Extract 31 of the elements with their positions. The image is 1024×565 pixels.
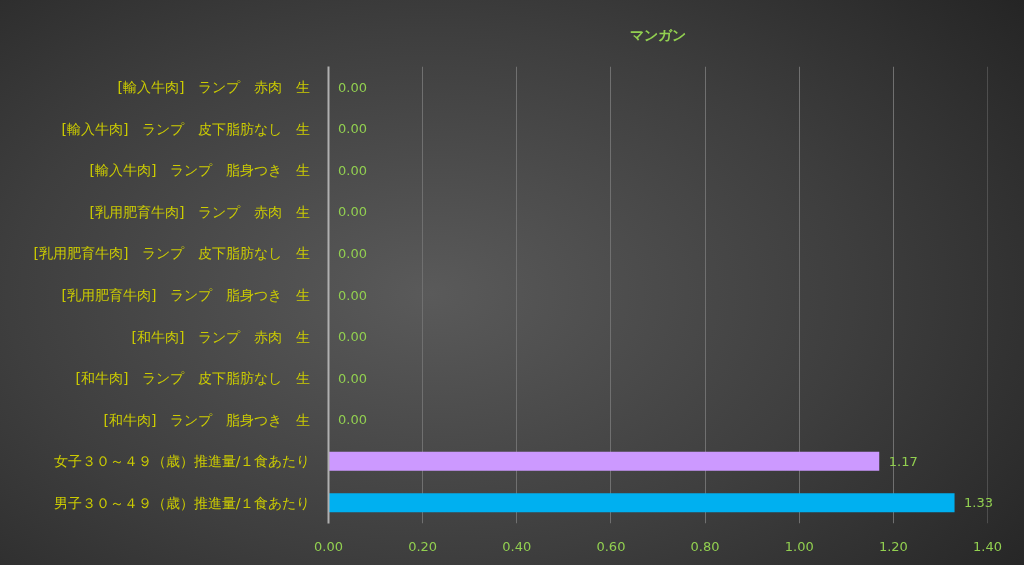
- data-label: 0.00: [338, 203, 367, 219]
- y-tick-label: [輸入牛肉] ランプ 脂身つき 生: [89, 162, 311, 179]
- data-label: 0.00: [338, 162, 367, 178]
- data-label: 1.17: [888, 453, 918, 469]
- y-tick-label: 女子３０～４９（歳）推進量/１食あたり: [53, 453, 311, 470]
- x-tick-label: 1.40: [973, 538, 1002, 554]
- data-label: 0.00: [338, 287, 367, 302]
- data-label: 0.00: [338, 120, 367, 136]
- y-tick-label: [和牛肉] ランプ 脂身つき 生: [103, 411, 311, 428]
- y-tick-label: 男子３０～４９（歳）推進量/１食あたり: [53, 494, 311, 511]
- data-label: 0.00: [338, 370, 367, 386]
- x-tick-label: 1.00: [784, 538, 814, 554]
- chart-title: マンガン: [630, 26, 686, 43]
- data-label: 0.00: [338, 79, 367, 95]
- x-tick-label: 1.20: [878, 538, 908, 554]
- y-tick-label: [乳用肥育牛肉] ランプ 赤肉 生: [89, 203, 311, 220]
- x-tick-label: 0.00: [314, 538, 343, 554]
- data-label: 0.00: [338, 328, 367, 344]
- x-tick-label: 0.20: [408, 538, 438, 554]
- x-tick-label: 0.60: [596, 538, 626, 554]
- x-tick-label: 0.80: [690, 538, 720, 554]
- y-tick-label: [輸入牛肉] ランプ 赤肉 生: [117, 79, 311, 96]
- y-tick-label: [和牛肉] ランプ 赤肉 生: [131, 328, 311, 345]
- y-tick-label: [和牛肉] ランプ 皮下脂肪なし 生: [75, 370, 311, 387]
- y-tick-label: [輸入牛肉] ランプ 皮下脂肪なし 生: [61, 120, 311, 137]
- data-label: 0.00: [338, 411, 367, 427]
- y-tick-label: [乳用肥育牛肉] ランプ 脂身つき 生: [61, 287, 311, 303]
- y-tick-label: [乳用肥育牛肉] ランプ 皮下脂肪なし 生: [33, 245, 311, 262]
- data-label: 1.33: [964, 494, 993, 510]
- x-tick-label: 0.40: [502, 538, 532, 554]
- data-label: 0.00: [338, 245, 367, 261]
